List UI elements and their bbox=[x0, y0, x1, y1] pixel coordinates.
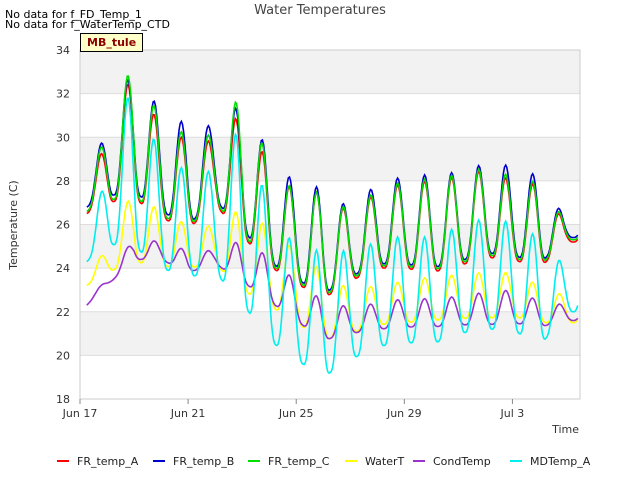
legend-label: FR_temp_A bbox=[77, 455, 139, 468]
x-tick-label: Jun 29 bbox=[386, 407, 422, 420]
grid-band bbox=[80, 50, 580, 94]
chart-title: Water Temperatures bbox=[254, 3, 386, 18]
no-data-note-2: No data for f_WaterTemp_CTD bbox=[5, 18, 170, 31]
plot-area bbox=[79, 49, 581, 400]
legend-label: FR_temp_B bbox=[173, 455, 234, 468]
series-line-mdtemp-a bbox=[86, 97, 579, 375]
x-axis-label: Time bbox=[551, 423, 579, 436]
site-tag: MB_tule bbox=[80, 33, 144, 52]
x-tick-label: Jun 25 bbox=[278, 407, 314, 420]
y-tick-label: 30 bbox=[56, 131, 70, 144]
grid-band bbox=[80, 137, 580, 181]
legend: FR_temp_A FR_temp_B FR_temp_C WaterT CondTem… bbox=[57, 455, 591, 468]
legend-label: CondTemp bbox=[433, 455, 491, 468]
y-tick-label: 20 bbox=[56, 349, 70, 362]
series-lines bbox=[86, 75, 579, 375]
no-data-note-1: No data for f_FD_Temp_1 bbox=[5, 8, 142, 21]
y-tick-label: 34 bbox=[56, 44, 70, 57]
y-axis: 18 20 22 24 26 28 30 32 34 bbox=[56, 44, 70, 406]
y-tick-label: 22 bbox=[56, 306, 70, 319]
y-tick-label: 24 bbox=[56, 262, 70, 275]
x-axis: Jun 17 Jun 21 Jun 25 Jun 29 Jul 3 bbox=[62, 399, 525, 420]
x-tick-label: Jun 17 bbox=[62, 407, 98, 420]
x-tick-label: Jul 3 bbox=[500, 407, 525, 420]
series-line-fr-temp-c bbox=[86, 75, 579, 294]
legend-label: FR_temp_C bbox=[268, 455, 330, 468]
legend-label: MDTemp_A bbox=[530, 455, 591, 468]
y-tick-label: 28 bbox=[56, 175, 70, 188]
y-tick-label: 18 bbox=[56, 393, 70, 406]
grid-band bbox=[80, 224, 580, 269]
x-tick-label: Jun 21 bbox=[170, 407, 206, 420]
y-axis-label: Temperature (C) bbox=[7, 180, 20, 270]
y-tick-label: 32 bbox=[56, 88, 70, 101]
legend-label: WaterT bbox=[365, 455, 405, 468]
grid-band bbox=[80, 311, 580, 356]
y-tick-label: 26 bbox=[56, 219, 70, 232]
